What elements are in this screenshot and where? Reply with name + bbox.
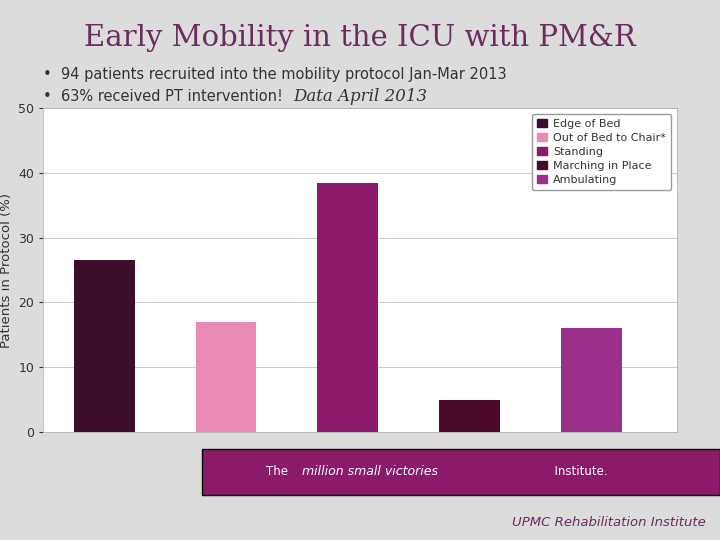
Bar bbox=[196, 322, 256, 432]
Text: The: The bbox=[266, 465, 292, 478]
Bar bbox=[439, 400, 500, 432]
Y-axis label: Patients in Protocol (%): Patients in Protocol (%) bbox=[0, 192, 13, 348]
FancyBboxPatch shape bbox=[202, 449, 720, 495]
Bar bbox=[561, 328, 622, 432]
Text: Institute.: Institute. bbox=[547, 465, 608, 478]
Bar bbox=[73, 260, 135, 432]
Bar bbox=[318, 183, 378, 432]
Text: Early Mobility in the ICU with PM&R: Early Mobility in the ICU with PM&R bbox=[84, 24, 636, 52]
Legend: Edge of Bed, Out of Bed to Chair*, Standing, Marching in Place, Ambulating: Edge of Bed, Out of Bed to Chair*, Stand… bbox=[531, 113, 671, 190]
Text: •  94 patients recruited into the mobility protocol Jan-Mar 2013: • 94 patients recruited into the mobilit… bbox=[43, 68, 507, 83]
Text: million small victories: million small victories bbox=[302, 465, 438, 478]
Title: Data April 2013: Data April 2013 bbox=[293, 88, 427, 105]
Text: •  63% received PT intervention!: • 63% received PT intervention! bbox=[43, 89, 283, 104]
Text: UPMC Rehabilitation Institute: UPMC Rehabilitation Institute bbox=[512, 516, 706, 529]
